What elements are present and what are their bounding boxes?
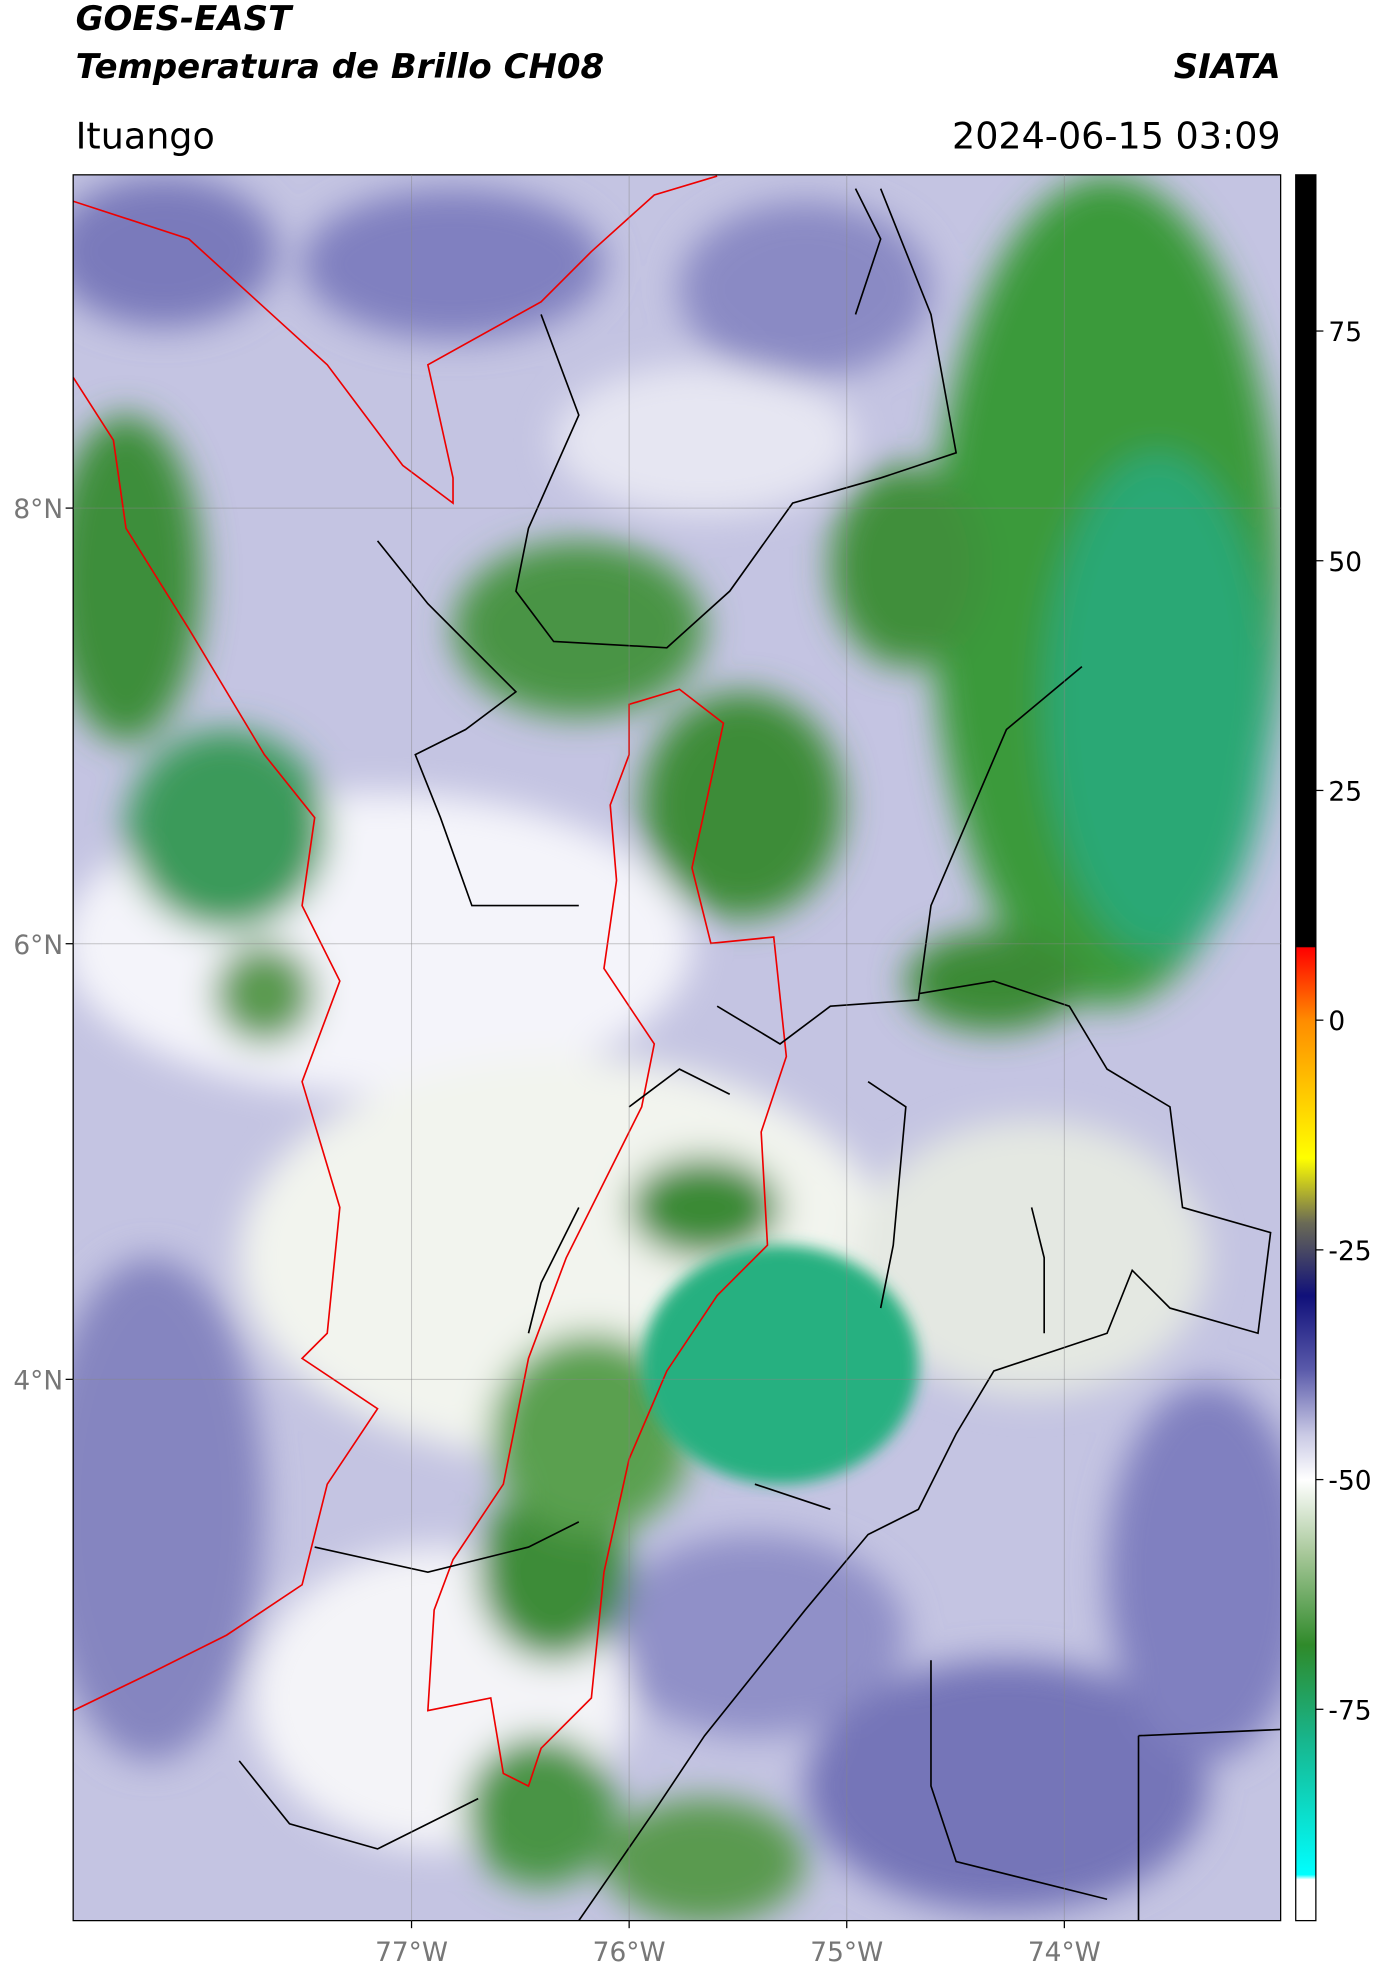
x-tick-label: 77°W bbox=[375, 1937, 448, 1968]
boundaries bbox=[73, 175, 1281, 1921]
colorbar-tick-label: -50 bbox=[1328, 1466, 1371, 1497]
x-tick-label: 75°W bbox=[810, 1937, 883, 1968]
map-image bbox=[73, 174, 1281, 1921]
colorbar-segment bbox=[1295, 1879, 1316, 1922]
y-tick-label: 6°N bbox=[13, 930, 63, 961]
grid: 77°W 76°W 75°W 74°W 8°N 6°N 4°N bbox=[13, 174, 1281, 1968]
map-frame bbox=[72, 174, 1282, 1922]
colorbar-tick-label: -75 bbox=[1328, 1695, 1371, 1726]
y-tick-label: 8°N bbox=[13, 494, 63, 525]
datetime: 2024-06-15 03:09 bbox=[952, 114, 1281, 157]
subtitle: Temperatura de Brillo CH08 bbox=[76, 47, 604, 87]
colorbar-tick-label: -25 bbox=[1328, 1236, 1371, 1267]
title: GOES-EAST bbox=[76, 0, 294, 39]
colorbar-tick-label: 50 bbox=[1328, 547, 1362, 578]
convective-core bbox=[641, 1245, 919, 1485]
colorbar-segment bbox=[1295, 1295, 1316, 1370]
colorbar-segment bbox=[1295, 1433, 1316, 1480]
colorbar-segment bbox=[1295, 1644, 1316, 1738]
x-tick-label: 76°W bbox=[593, 1937, 666, 1968]
colorbar-segment bbox=[1295, 947, 1316, 1021]
colorbar-tick-label: 75 bbox=[1328, 317, 1362, 348]
colorbar-segment bbox=[1295, 1553, 1316, 1646]
colorbar-segment bbox=[1295, 946, 1316, 948]
colorbar-segment bbox=[1295, 1874, 1316, 1880]
colorbar-segment bbox=[1295, 1369, 1316, 1435]
colorbar-segment bbox=[1295, 1157, 1316, 1223]
colorbar-segment bbox=[1295, 1479, 1316, 1554]
colorbar-segment bbox=[1295, 1222, 1316, 1297]
colorbar-frame bbox=[1295, 174, 1317, 1922]
colorbar-segment bbox=[1295, 174, 1316, 948]
region: Ituango bbox=[76, 114, 215, 157]
y-tick-label: 4°N bbox=[13, 1365, 63, 1396]
colorbar-tick-label: 25 bbox=[1328, 777, 1362, 808]
colorbar-segment bbox=[1295, 1736, 1316, 1876]
x-tick-label: 74°W bbox=[1028, 1937, 1101, 1968]
colorbar-tick-label: 0 bbox=[1328, 1006, 1345, 1037]
colorbar: 75 50 25 0 -25 -50 -75 bbox=[1295, 174, 1372, 1922]
source: SIATA bbox=[1174, 47, 1281, 87]
colorbar-segment bbox=[1295, 1020, 1316, 1159]
